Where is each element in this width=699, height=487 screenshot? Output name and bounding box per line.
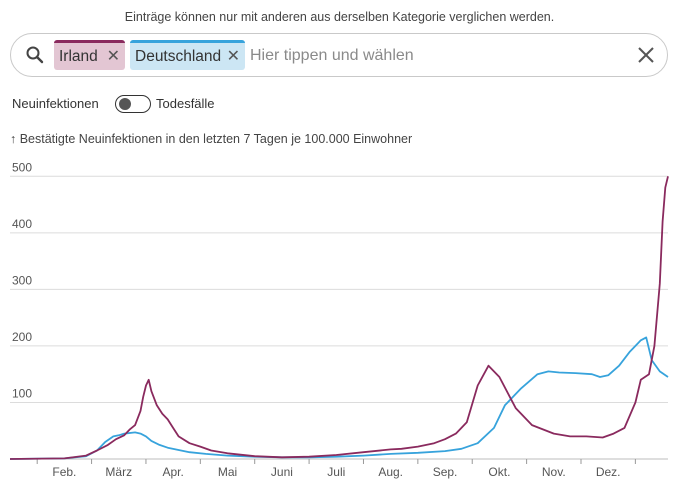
x-tick-label: Apr.: [162, 465, 183, 479]
remove-irland-icon[interactable]: ✕: [106, 48, 120, 65]
search-icon: [26, 46, 44, 64]
x-tick-label: Dez.: [596, 465, 621, 479]
y-tick-label: 300: [12, 273, 32, 287]
x-tick-label: Juni: [271, 465, 293, 479]
chart-title: ↑ Bestätigte Neuinfektionen in den letzt…: [10, 132, 413, 146]
y-tick-label: 500: [12, 160, 32, 174]
y-tick-label: 400: [12, 217, 32, 231]
clear-icon[interactable]: [637, 46, 655, 64]
x-tick-label: Nov.: [542, 465, 566, 479]
switch-knob: [119, 98, 131, 110]
x-tick-label: Aug.: [378, 465, 403, 479]
y-tick-label: 200: [12, 330, 32, 344]
x-tick-label: Feb.: [52, 465, 76, 479]
series-line-irland: [9, 176, 669, 460]
x-tick-label: Juli: [327, 465, 345, 479]
chip-deutschland[interactable]: Deutschland ✕: [130, 40, 245, 70]
search-input[interactable]: [248, 43, 622, 69]
chip-irland[interactable]: Irland ✕: [54, 40, 125, 70]
category-info-note: Einträge können nur mit anderen aus ders…: [124, 10, 555, 24]
country-search-box[interactable]: Irland ✕ Deutschland ✕: [10, 33, 668, 77]
y-tick-label: 100: [12, 386, 32, 400]
x-tick-label: Sep.: [433, 465, 458, 479]
x-tick-label: März: [105, 465, 132, 479]
toggle-label-neuinfektionen[interactable]: Neuinfektionen: [12, 96, 99, 111]
chip-deutschland-label: Deutschland: [135, 48, 222, 65]
remove-deutschland-icon[interactable]: ✕: [226, 48, 240, 65]
x-tick-label: Mai: [218, 465, 237, 479]
chip-irland-label: Irland: [59, 48, 98, 65]
toggle-label-todesfaelle[interactable]: Todesfälle: [156, 96, 215, 111]
metric-switch[interactable]: [115, 95, 151, 113]
series-line-deutschland: [9, 336, 669, 460]
x-tick-label: Okt.: [488, 465, 510, 479]
